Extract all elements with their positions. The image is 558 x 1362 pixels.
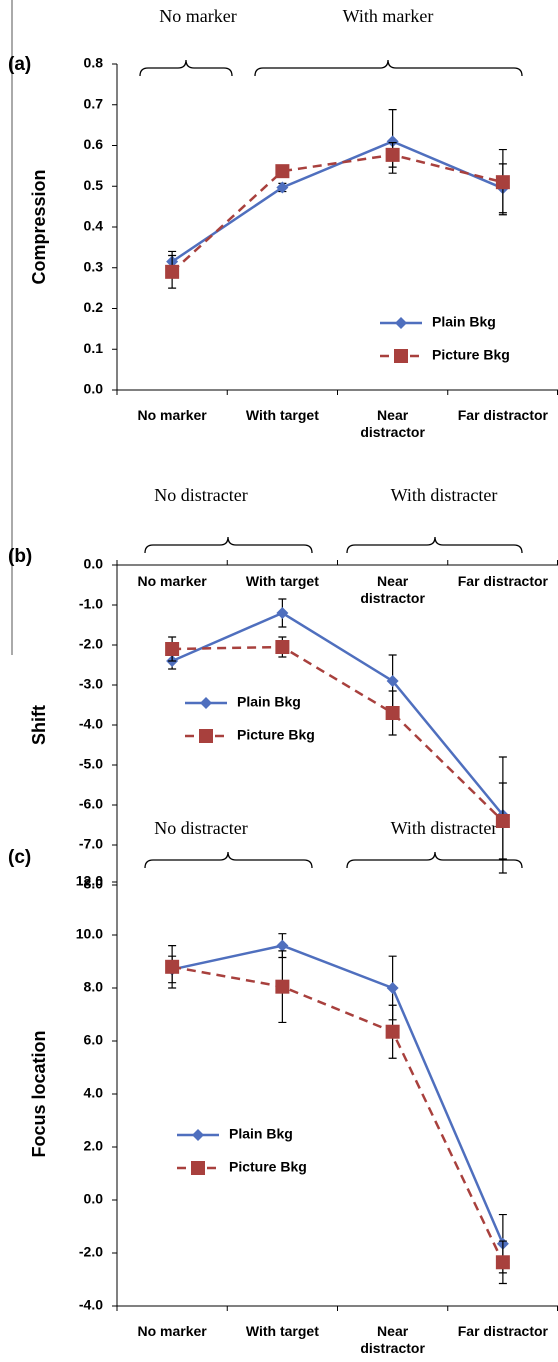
y-tick-label: 0.7 (84, 95, 104, 111)
annotation: No marker (159, 6, 236, 26)
y-tick-label: 0.2 (84, 299, 104, 315)
legend-marker (200, 697, 212, 709)
x-tick-label: With target (245, 573, 319, 589)
y-tick-label: 2.0 (84, 1138, 104, 1154)
y-tick-label: -6.0 (79, 796, 103, 812)
series-line (172, 645, 504, 822)
data-point (165, 959, 180, 974)
y-tick-label: -4.0 (79, 1297, 103, 1313)
y-tick-label: 0.0 (84, 1191, 104, 1207)
x-tick-label: Near distractor (360, 1323, 425, 1356)
bracket (254, 59, 523, 77)
data-point (275, 979, 290, 994)
bracket (144, 851, 313, 869)
legend-marker (192, 1129, 204, 1141)
data-point (276, 939, 289, 952)
panel-label: (b) (8, 546, 32, 567)
y-tick-label: 12.0 (76, 873, 103, 889)
x-tick-label: No marker (137, 407, 207, 423)
y-tick-label: 0.3 (84, 258, 104, 274)
x-tick-label: No marker (137, 1323, 207, 1339)
y-tick-label: 0.1 (84, 340, 104, 356)
data-point (165, 642, 180, 656)
x-tick-label: No marker (137, 573, 207, 589)
x-tick-label: Far distractor (457, 573, 548, 589)
x-tick-label: Near distractor (360, 573, 425, 606)
annotation: No distracter (154, 818, 247, 838)
data-point (386, 135, 399, 148)
legend-marker (394, 349, 408, 363)
legend-label: Plain Bkg (237, 694, 301, 710)
x-tick-label: Near distractor (360, 407, 425, 440)
bracket (346, 536, 523, 554)
data-point (495, 1255, 510, 1270)
panel-label: (a) (8, 54, 31, 75)
x-tick-label: Far distractor (457, 407, 548, 423)
y-tick-label: 0.4 (84, 218, 104, 234)
data-point (276, 607, 289, 619)
data-point (385, 706, 400, 720)
series-line (171, 944, 505, 1245)
y-tick-label: -5.0 (79, 756, 103, 772)
bracket (139, 59, 233, 77)
y-axis-title: Focus location (29, 1030, 49, 1157)
y-tick-label: -1.0 (79, 596, 103, 612)
y-tick-label: 0.8 (84, 55, 104, 71)
legend-label: Plain Bkg (229, 1126, 293, 1142)
annotation: No distracter (154, 485, 247, 505)
legend-marker (395, 317, 407, 329)
data-point (386, 675, 399, 687)
y-axis-title: Compression (29, 169, 49, 284)
legend-label: Picture Bkg (229, 1159, 307, 1175)
data-point (495, 814, 510, 828)
y-tick-label: 0.0 (84, 381, 104, 397)
annotation: With marker (343, 6, 434, 26)
y-tick-label: 8.0 (84, 979, 104, 995)
y-tick-label: 10.0 (76, 926, 103, 942)
data-point (386, 982, 399, 994)
data-point (385, 147, 400, 162)
legend-label: Picture Bkg (432, 347, 510, 363)
y-tick-label: -8.0 (79, 876, 103, 892)
y-tick-label: 0.0 (84, 556, 104, 572)
series-line (171, 140, 504, 263)
y-axis-title: Shift (29, 705, 49, 745)
x-tick-label: With target (245, 1323, 319, 1339)
y-tick-label: 0.6 (84, 136, 104, 152)
legend-marker (191, 1161, 205, 1175)
series-line (171, 153, 504, 273)
series-line (171, 611, 504, 816)
y-tick-label: 0.5 (84, 177, 104, 193)
annotation: With distracter (391, 818, 498, 838)
data-point (385, 1024, 400, 1039)
x-tick-label: Far distractor (457, 1323, 548, 1339)
x-tick-label: With target (245, 407, 319, 423)
legend-marker (199, 729, 213, 743)
legend-label: Picture Bkg (237, 727, 315, 743)
data-point (275, 640, 290, 654)
bracket (144, 536, 313, 554)
data-point (495, 175, 510, 190)
y-tick-label: 6.0 (84, 1032, 104, 1048)
data-point (165, 264, 180, 279)
panel-label: (c) (8, 847, 31, 868)
y-tick-label: -2.0 (79, 1244, 103, 1260)
bracket (346, 851, 523, 869)
y-tick-label: -4.0 (79, 716, 103, 732)
legend-label: Plain Bkg (432, 314, 496, 330)
series-line (171, 965, 505, 1263)
data-point (275, 164, 290, 179)
y-tick-label: -2.0 (79, 636, 103, 652)
data-point (276, 181, 289, 194)
y-tick-label: -3.0 (79, 676, 103, 692)
y-tick-label: -7.0 (79, 836, 103, 852)
y-tick-label: 4.0 (84, 1085, 104, 1101)
annotation: With distracter (391, 485, 498, 505)
